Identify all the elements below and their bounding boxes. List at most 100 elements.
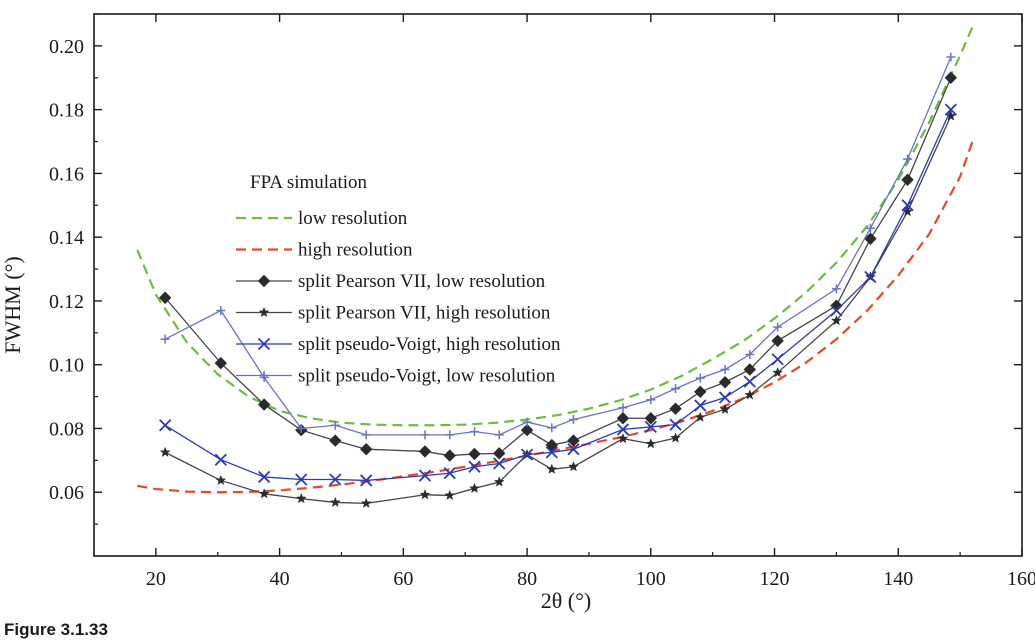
data-point-star [772, 366, 784, 378]
series-line [164, 109, 952, 482]
data-point-diamond [718, 376, 732, 389]
x-tick-label: 100 [636, 568, 666, 590]
data-point-star [295, 492, 307, 504]
data-point-diamond [418, 445, 432, 458]
data-point-star [719, 403, 731, 414]
plot-frame [93, 13, 1023, 557]
data-point-x [493, 457, 506, 470]
x-tick-label: 40 [270, 568, 290, 590]
data-point-star [419, 489, 431, 500]
data-point-star [617, 432, 629, 444]
data-point-x [443, 466, 456, 480]
data-point-star [546, 463, 558, 474]
legend-label: split Pearson VII, low resolution [298, 271, 546, 292]
data-point-x [718, 391, 732, 404]
data-point-star [329, 496, 341, 508]
data-point-diamond [257, 398, 271, 411]
data-point-x [830, 304, 843, 317]
data-point-star [360, 497, 372, 509]
legend-title: FPA simulation [250, 172, 368, 193]
data-point-x [159, 419, 172, 432]
series-line [136, 26, 974, 427]
axes: 20 40 60 80 100 120 140 160 0.06 0.08 0.10 0.12 0.14… [49, 13, 1035, 590]
data-point-x [329, 473, 342, 486]
data-point-diamond [944, 71, 958, 84]
data-point-x [567, 443, 580, 456]
data-point-diamond [669, 402, 682, 415]
x-axis-title: 2θ (°) [541, 588, 592, 613]
series-line [164, 56, 952, 436]
data-point-diamond [493, 447, 506, 460]
data-point-plus [469, 427, 479, 437]
data-point-plus [568, 415, 578, 425]
data-point-star [444, 489, 456, 501]
data-point-plus [695, 373, 705, 383]
data-point-x [214, 453, 227, 466]
figure-caption: Figure 3.1.33 [4, 620, 108, 639]
data-point-diamond [520, 423, 534, 437]
data-point-star [469, 482, 480, 494]
data-point-x [944, 103, 957, 116]
data-point-star [215, 474, 227, 486]
data-point-plus [494, 430, 504, 440]
data-point-x [257, 470, 271, 484]
data-point-star [568, 461, 579, 472]
data-point-plus [216, 306, 226, 316]
data-point-diamond [443, 449, 456, 462]
y-tick-label: 0.16 [49, 163, 84, 185]
data-point-plus [445, 430, 455, 440]
data-point-x [545, 446, 558, 459]
x-tick-label: 140 [883, 568, 913, 590]
data-point-plus [865, 223, 875, 233]
data-point-plus [831, 284, 841, 294]
legend: FPA simulation low resolution high resolu… [236, 172, 561, 387]
y-tick-label: 0.08 [49, 418, 84, 440]
data-point-diamond [644, 412, 658, 425]
x-tick-label: 120 [760, 568, 790, 590]
series-5 [159, 103, 957, 487]
x-tick-label: 60 [393, 568, 413, 590]
series-4 [159, 110, 957, 509]
data-point-x [616, 423, 630, 436]
data-point-diamond [743, 363, 756, 376]
data-point-diamond [360, 442, 373, 456]
x-tick-label: 160 [1007, 568, 1035, 590]
data-point-diamond [214, 356, 228, 370]
y-tick-label: 0.12 [49, 291, 84, 313]
fwhm-chart: 20 40 60 80 100 120 140 160 0.06 0.08 0.10 0.12 0.14… [0, 13, 1035, 613]
data-point-x [901, 199, 914, 212]
data-point-plus [361, 430, 371, 440]
legend-label: low resolution [298, 208, 408, 229]
data-point-star [830, 314, 842, 326]
legend-label: split pseudo-Voigt, high resolution [298, 334, 561, 355]
y-tick-label: 0.18 [49, 100, 84, 122]
data-point-plus [259, 371, 269, 380]
data-point-plus [903, 154, 913, 164]
series-line [164, 77, 952, 457]
data-point-star [258, 306, 270, 318]
series-line [137, 141, 974, 494]
y-tick-label: 0.06 [49, 482, 84, 504]
data-point-plus [720, 364, 730, 374]
series-line [164, 115, 952, 505]
data-point-plus [671, 384, 681, 394]
legend-entry: split pseudo-Voigt, low resolution [236, 366, 556, 387]
legend-entry: low resolution [236, 208, 408, 229]
data-point-plus [547, 423, 557, 433]
data-point-x [418, 469, 432, 482]
data-point-x [520, 448, 534, 461]
data-point-x [468, 460, 481, 473]
data-point-diamond [567, 434, 580, 447]
data-point-x [864, 270, 877, 284]
data-point-diamond [771, 334, 784, 348]
data-point-x [669, 418, 682, 431]
legend-label: high resolution [298, 240, 413, 261]
data-point-x [743, 375, 756, 388]
x-tick-label: 20 [146, 568, 166, 590]
y-axis-title: FWHM (°) [0, 256, 25, 353]
series-3 [158, 71, 958, 462]
data-point-diamond [694, 385, 707, 399]
data-point-plus [522, 417, 532, 427]
data-point-x [257, 337, 271, 351]
plot-area [136, 26, 974, 509]
